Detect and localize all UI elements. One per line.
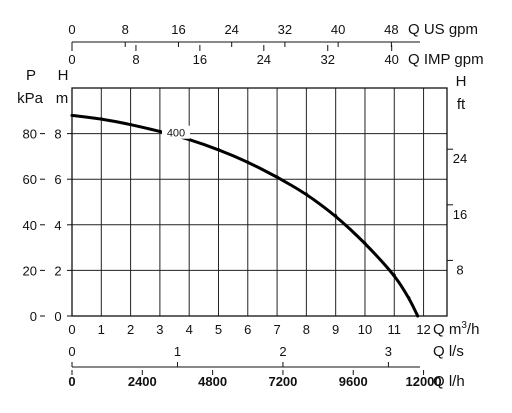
axis-label-impgpm: Q IMP gpm bbox=[408, 51, 484, 68]
tick-label-impgpm: 32 bbox=[321, 52, 335, 67]
tick-label-usgpm: 48 bbox=[384, 22, 398, 37]
tick-label-m3h: 8 bbox=[303, 322, 310, 337]
tick-label-kpa: 0 bbox=[30, 309, 37, 324]
axis-symbol-h-right: H bbox=[456, 73, 467, 90]
data-point bbox=[275, 175, 279, 179]
axis-label-lh: Q l/h bbox=[433, 373, 465, 390]
series-line-400 bbox=[70, 113, 420, 318]
data-point bbox=[392, 273, 396, 277]
tick-label-m3h: 9 bbox=[332, 322, 339, 337]
axis-label-usgpm: Q US gpm bbox=[408, 21, 478, 38]
curve-label-bg bbox=[162, 125, 191, 139]
axis-label-m3h-tail: /h bbox=[467, 321, 480, 338]
tick-label-kpa: 80 bbox=[23, 127, 37, 142]
tick-label-m3h: 2 bbox=[127, 322, 134, 337]
tick-label-usgpm: 32 bbox=[278, 22, 292, 37]
tick-label-usgpm: 8 bbox=[122, 22, 129, 37]
data-point bbox=[416, 314, 420, 318]
data-point bbox=[304, 192, 308, 196]
tick-label-usgpm: 0 bbox=[68, 22, 75, 37]
tick-label-lh: 4800 bbox=[198, 374, 227, 389]
tick-label-m3h: 4 bbox=[186, 322, 193, 337]
tick-label-impgpm: 24 bbox=[257, 52, 271, 67]
tick-label-m: 6 bbox=[54, 172, 61, 187]
tick-label-lh: 2400 bbox=[128, 374, 157, 389]
tick-label-m: 2 bbox=[54, 263, 61, 278]
curves bbox=[70, 113, 420, 318]
tick-label-ft: 16 bbox=[453, 207, 467, 222]
tick-label-ls: 2 bbox=[279, 344, 286, 359]
tick-label-m: 4 bbox=[54, 218, 61, 233]
tick-label-kpa: 40 bbox=[23, 218, 37, 233]
axis-label-m3h-sup: 3 bbox=[461, 320, 467, 331]
tick-label-usgpm: 40 bbox=[331, 22, 345, 37]
axis-symbol-h-left: H bbox=[58, 67, 69, 84]
tick-label-ft: 8 bbox=[456, 262, 463, 277]
tick-label-lh: 9600 bbox=[339, 374, 368, 389]
tick-label-usgpm: 24 bbox=[224, 22, 238, 37]
tick-label-impgpm: 16 bbox=[193, 52, 207, 67]
tick-label-ls: 3 bbox=[385, 344, 392, 359]
tick-label-m3h: 5 bbox=[215, 322, 222, 337]
axis-label-ls: Q l/s bbox=[433, 343, 464, 360]
tick-label-m3h: 11 bbox=[388, 322, 402, 337]
data-point bbox=[407, 296, 411, 300]
axis-label-m3h: Q m3/h bbox=[433, 320, 479, 338]
tick-label-m3h: 12 bbox=[416, 322, 430, 337]
data-point bbox=[216, 148, 220, 152]
tick-label-kpa: 20 bbox=[23, 263, 37, 278]
tick-label-impgpm: 40 bbox=[384, 52, 398, 67]
data-point bbox=[70, 113, 74, 117]
tick-label-lh: 12000 bbox=[405, 374, 441, 389]
tick-label-impgpm: 8 bbox=[132, 52, 139, 67]
axis-unit-m: m bbox=[56, 90, 69, 107]
curve-label-400: 400 bbox=[167, 128, 185, 140]
data-point bbox=[158, 129, 162, 133]
tick-label-m: 8 bbox=[54, 127, 61, 142]
data-point bbox=[246, 160, 250, 164]
tick-label-kpa: 60 bbox=[23, 172, 37, 187]
tick-label-m3h: 0 bbox=[68, 322, 75, 337]
grid bbox=[71, 87, 448, 317]
tick-label-usgpm: 16 bbox=[171, 22, 185, 37]
tick-label-ft: 24 bbox=[453, 151, 467, 166]
tick-label-lh: 0 bbox=[68, 374, 75, 389]
tick-label-m3h: 7 bbox=[273, 322, 280, 337]
tick-label-m3h: 3 bbox=[156, 322, 163, 337]
tick-label-m3h: 1 bbox=[98, 322, 105, 337]
tick-label-ls: 1 bbox=[174, 344, 181, 359]
data-point bbox=[99, 117, 103, 121]
data-point bbox=[334, 214, 338, 218]
axis-unit-kpa: kPa bbox=[17, 90, 44, 107]
plot-frame bbox=[71, 87, 448, 317]
tick-label-m3h: 6 bbox=[244, 322, 251, 337]
tick-label-impgpm: 0 bbox=[68, 52, 75, 67]
axis-symbol-p: P bbox=[26, 67, 36, 84]
tick-label-m3h: 10 bbox=[358, 322, 372, 337]
data-point bbox=[363, 241, 367, 245]
tick-label-m: 0 bbox=[54, 309, 61, 324]
tick-label-lh: 7200 bbox=[268, 374, 297, 389]
tick-label-ls: 0 bbox=[68, 344, 75, 359]
axis-unit-ft: ft bbox=[457, 96, 466, 113]
data-point bbox=[129, 122, 133, 126]
